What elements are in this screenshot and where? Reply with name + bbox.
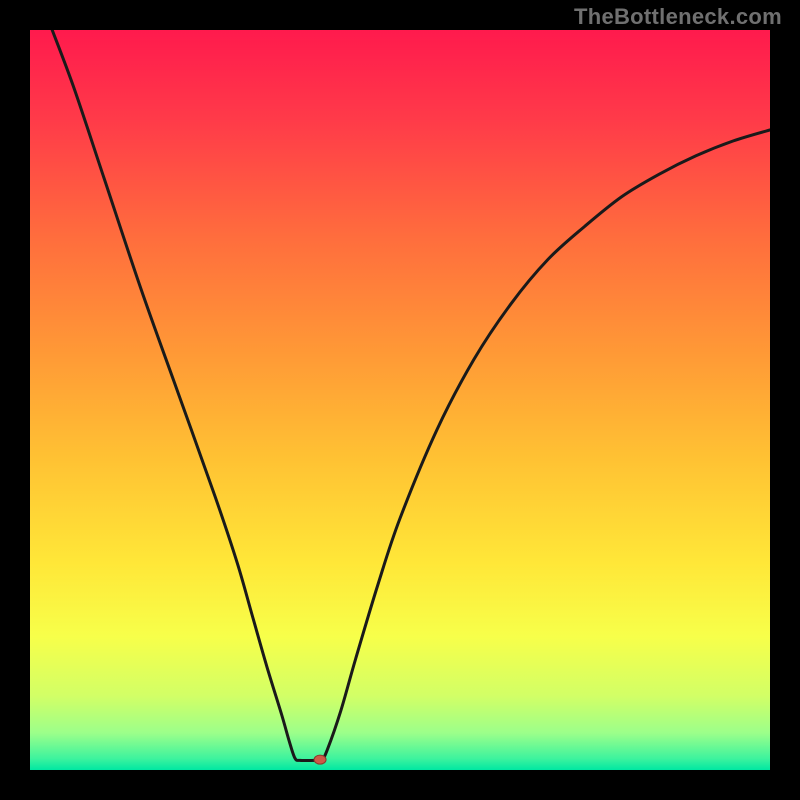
plot-area — [30, 30, 770, 770]
optimum-marker — [314, 755, 326, 764]
curve-line — [52, 30, 770, 761]
bottleneck-curve — [30, 30, 770, 770]
chart-frame: TheBottleneck.com — [0, 0, 800, 800]
watermark-text: TheBottleneck.com — [574, 4, 782, 30]
